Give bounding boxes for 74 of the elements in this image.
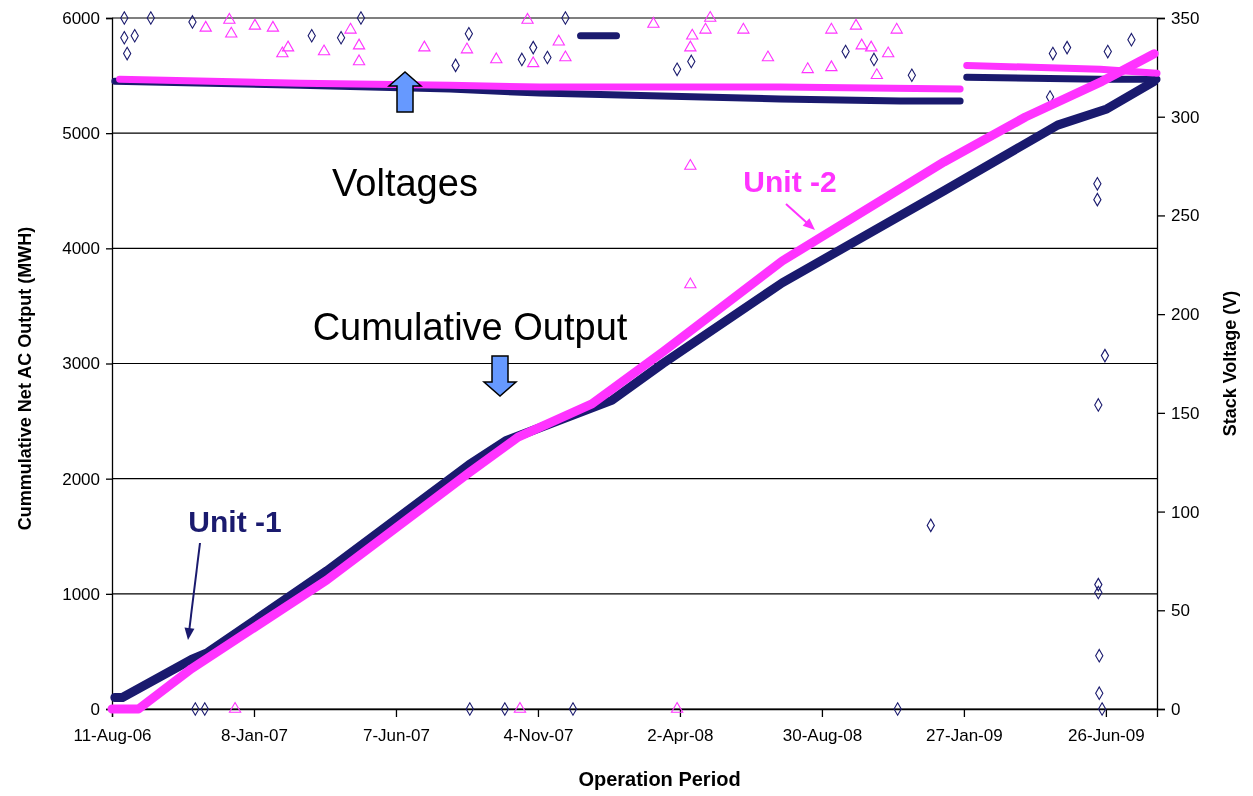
point <box>464 27 474 41</box>
point <box>864 40 878 52</box>
point <box>686 28 699 40</box>
x-axis-title: Operation Period <box>578 768 741 790</box>
point <box>568 702 578 716</box>
point <box>870 68 883 80</box>
point <box>1097 702 1107 716</box>
y2-tick-label: 350 <box>1171 8 1200 28</box>
point <box>521 12 534 24</box>
point <box>559 50 572 62</box>
x-tick-label: 30-Aug-08 <box>782 726 863 746</box>
x-tick-label: 2-Apr-08 <box>647 726 714 746</box>
point <box>704 10 717 22</box>
y-tick-label: 4000 <box>62 239 100 259</box>
x-tick-label: 4-Nov-07 <box>503 726 574 746</box>
point <box>418 40 431 52</box>
point <box>825 60 838 72</box>
x-tick-label: 27-Jan-09 <box>926 726 1003 746</box>
point <box>356 11 366 25</box>
y2-axis-title: Stack Voltage (V) <box>1220 290 1240 437</box>
point <box>647 16 660 28</box>
point <box>228 701 242 713</box>
y2-tick-label: 200 <box>1171 305 1200 325</box>
y-tick-label: 3000 <box>62 354 100 374</box>
y-tick-label: 5000 <box>62 124 100 144</box>
y-axis-title: Cummulative Net AC Output (MWH) <box>15 226 35 531</box>
point <box>684 40 697 52</box>
annotation: Cumulative Output <box>312 306 628 348</box>
series-label: Unit -1 <box>188 505 282 538</box>
x-tick-label: 11-Aug-06 <box>73 726 152 746</box>
x-tick-label: 8-Jan-07 <box>220 726 289 746</box>
point <box>527 56 540 68</box>
point <box>855 38 868 50</box>
y2-tick-label: 250 <box>1171 206 1200 226</box>
point <box>552 34 565 46</box>
x-tick-label: 26-Jun-09 <box>1068 726 1145 746</box>
point <box>317 44 331 56</box>
y2-tick-label: 100 <box>1171 502 1200 522</box>
point <box>849 18 863 30</box>
point <box>737 22 750 34</box>
point <box>352 54 366 66</box>
series-label: Unit -2 <box>743 165 837 198</box>
point <box>225 26 238 38</box>
annotation: Voltages <box>332 162 478 204</box>
point <box>352 38 366 50</box>
point <box>881 46 895 58</box>
point <box>460 42 474 54</box>
point <box>670 701 684 713</box>
point <box>344 22 357 34</box>
x-tick-label: 7-Jun-07 <box>362 726 431 746</box>
point <box>276 46 289 58</box>
point <box>199 20 212 32</box>
point <box>266 20 280 32</box>
point <box>248 18 262 30</box>
point <box>513 701 527 713</box>
point <box>761 50 775 62</box>
y2-tick-label: 150 <box>1171 403 1200 423</box>
point <box>1045 90 1055 104</box>
point <box>684 277 697 289</box>
y-tick-label: 0 <box>90 699 100 719</box>
point <box>825 22 838 34</box>
point <box>699 22 712 34</box>
y2-tick-label: 50 <box>1171 601 1190 621</box>
y2-tick-label: 300 <box>1171 107 1200 127</box>
point <box>684 159 697 170</box>
y2-tick-label: 0 <box>1171 699 1181 719</box>
y-tick-label: 1000 <box>62 584 100 604</box>
point <box>223 12 236 24</box>
point <box>490 52 503 64</box>
point <box>890 22 903 34</box>
y-tick-label: 6000 <box>62 8 100 28</box>
point <box>801 62 814 74</box>
point <box>281 40 295 52</box>
y-tick-label: 2000 <box>62 469 100 489</box>
